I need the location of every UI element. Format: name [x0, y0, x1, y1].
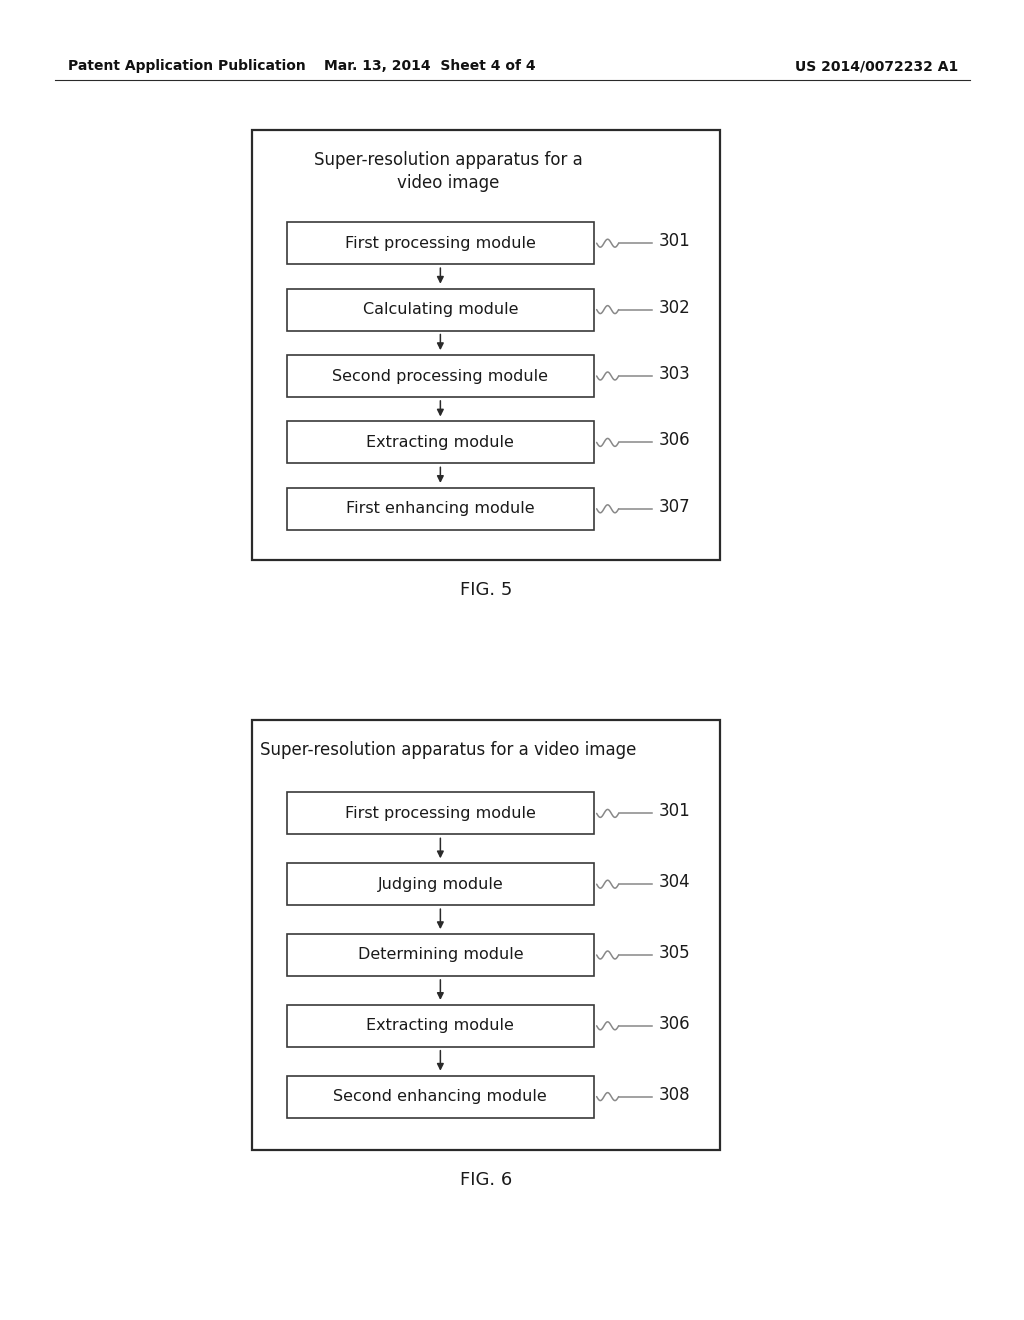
- Text: 304: 304: [659, 874, 691, 891]
- Text: US 2014/0072232 A1: US 2014/0072232 A1: [795, 59, 958, 73]
- Bar: [252, 719, 720, 1150]
- Bar: [287, 935, 594, 975]
- Text: 306: 306: [659, 1015, 691, 1032]
- Text: Extracting module: Extracting module: [367, 1018, 514, 1034]
- Text: Second processing module: Second processing module: [333, 368, 549, 384]
- Text: FIG. 6: FIG. 6: [460, 1171, 512, 1189]
- Bar: [287, 1076, 594, 1118]
- Bar: [287, 792, 594, 834]
- Text: 308: 308: [659, 1085, 691, 1104]
- Text: Super-resolution apparatus for a
video image: Super-resolution apparatus for a video i…: [314, 150, 583, 193]
- Text: 303: 303: [659, 366, 691, 383]
- Text: Patent Application Publication: Patent Application Publication: [68, 59, 306, 73]
- Text: 305: 305: [659, 944, 691, 962]
- Text: Calculating module: Calculating module: [362, 302, 518, 317]
- Text: Determining module: Determining module: [357, 948, 523, 962]
- Text: FIG. 5: FIG. 5: [460, 581, 512, 599]
- Text: Second enhancing module: Second enhancing module: [334, 1089, 547, 1104]
- Text: 301: 301: [659, 232, 691, 251]
- Bar: [252, 129, 720, 560]
- Text: 302: 302: [659, 298, 691, 317]
- Text: 301: 301: [659, 803, 691, 821]
- Text: 307: 307: [659, 498, 691, 516]
- Text: First processing module: First processing module: [345, 807, 536, 821]
- Text: First processing module: First processing module: [345, 236, 536, 251]
- Bar: [287, 289, 594, 330]
- Bar: [287, 421, 594, 463]
- Bar: [287, 488, 594, 529]
- Bar: [287, 863, 594, 906]
- Text: Super-resolution apparatus for a video image: Super-resolution apparatus for a video i…: [260, 741, 637, 759]
- Text: Mar. 13, 2014  Sheet 4 of 4: Mar. 13, 2014 Sheet 4 of 4: [325, 59, 536, 73]
- Text: 306: 306: [659, 432, 691, 449]
- Text: First enhancing module: First enhancing module: [346, 502, 535, 516]
- Bar: [287, 222, 594, 264]
- Text: Judging module: Judging module: [378, 876, 503, 892]
- Bar: [287, 1005, 594, 1047]
- Bar: [287, 355, 594, 397]
- Text: Extracting module: Extracting module: [367, 434, 514, 450]
